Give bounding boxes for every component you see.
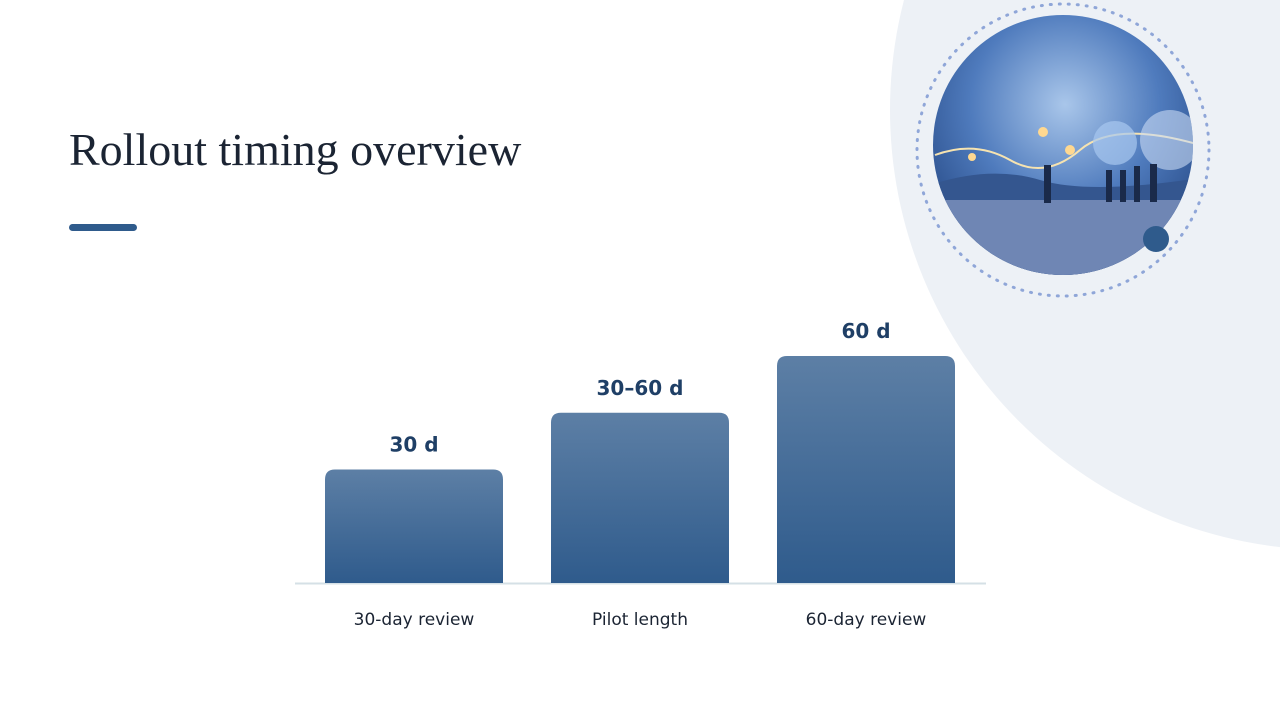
x-tick-label: 60-day review [806, 610, 927, 630]
title-underline [69, 224, 137, 231]
value-label: 30 d [389, 433, 438, 457]
bar [777, 356, 955, 583]
hero-image [933, 15, 1193, 275]
bar [325, 469, 503, 583]
chart-title: Rollout timing overview [69, 124, 522, 175]
value-label: 30–60 d [597, 376, 684, 400]
x-tick-label: 30-day review [354, 610, 475, 630]
bar [551, 412, 729, 583]
dotted-ring [915, 2, 1211, 298]
accent-dot [1143, 226, 1169, 252]
x-tick-label: Pilot length [592, 610, 688, 630]
value-label: 60 d [841, 319, 890, 343]
